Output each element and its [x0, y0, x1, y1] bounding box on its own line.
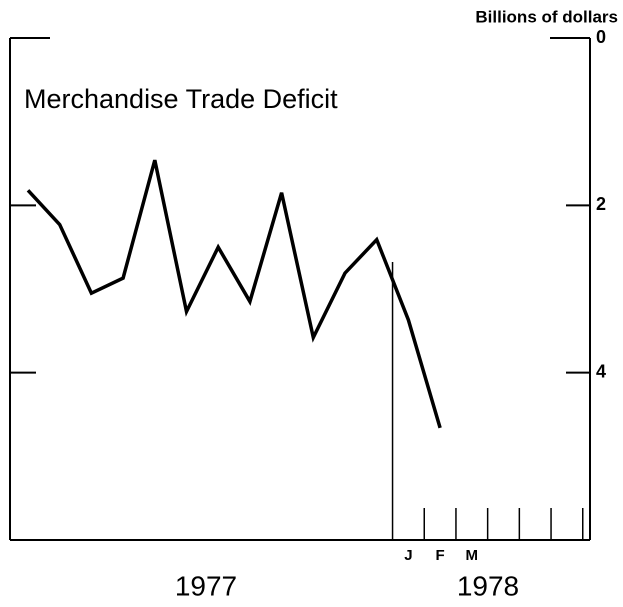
data-line — [26, 159, 442, 429]
y-axis-label: Billions of dollars — [475, 7, 618, 26]
x-tick-label: F — [436, 547, 445, 564]
year-label: 1978 — [457, 570, 519, 601]
chart-title: Merchandise Trade Deficit — [24, 84, 338, 114]
y-tick-label: 2 — [596, 194, 606, 214]
x-tick-label: J — [404, 547, 412, 564]
y-tick-label: 4 — [596, 361, 606, 381]
year-label: 1977 — [175, 570, 237, 601]
x-tick-label: M — [466, 547, 479, 564]
frame — [9, 37, 591, 541]
y-tick-label: 0 — [596, 27, 606, 47]
